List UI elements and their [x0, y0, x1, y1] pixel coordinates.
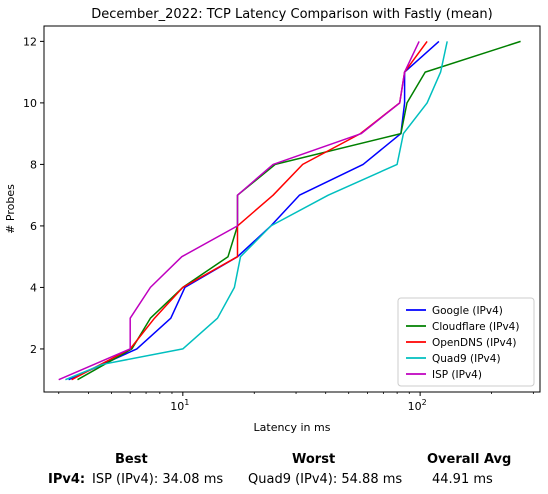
series-line-2 — [71, 40, 428, 381]
axis-layer: 2 4 6 8 10 12 101 102 — [23, 35, 534, 413]
legend-label: Cloudflare (IPv4) — [432, 321, 519, 333]
legend: Google (IPv4) Cloudflare (IPv4) OpenDNS (I… — [397, 297, 535, 387]
y-tick-label: 6 — [30, 220, 37, 233]
x-axis-label: Latency in ms — [254, 421, 331, 434]
y-tick-label: 10 — [23, 97, 37, 110]
x-tick-label: 101 — [170, 398, 189, 413]
overall-avg-value: 44.91 ms — [432, 472, 493, 487]
overall-avg-header: Overall Avg — [427, 452, 512, 467]
series-layer — [58, 40, 521, 381]
plot-frame — [43, 25, 541, 393]
series-line-4 — [58, 41, 420, 381]
y-tick-label: 4 — [30, 281, 37, 294]
y-tick-label: 2 — [30, 343, 37, 356]
best-value: ISP (IPv4): 34.08 ms — [92, 472, 224, 487]
latency-chart: December_2022: TCP Latency Comparison wi… — [4, 7, 541, 434]
best-header: Best — [115, 452, 148, 467]
worst-value: Quad9 (IPv4): 54.88 ms — [248, 472, 403, 487]
x-tick-label: 102 — [408, 398, 427, 413]
y-tick-label: 8 — [30, 158, 37, 171]
y-axis-label: # Probes — [4, 184, 17, 234]
legend-box — [397, 297, 535, 387]
legend-label: Google (IPv4) — [432, 305, 503, 317]
legend-label: Quad9 (IPv4) — [432, 353, 501, 365]
worst-header: Worst — [292, 452, 336, 467]
series-line-3 — [65, 41, 448, 381]
legend-label: ISP (IPv4) — [432, 369, 482, 381]
series-line-0 — [68, 40, 440, 381]
chart-title: December_2022: TCP Latency Comparison wi… — [91, 7, 493, 22]
ipv4-row-label: IPv4: — [48, 472, 86, 487]
legend-label: OpenDNS (IPv4) — [432, 337, 517, 349]
y-tick-label: 12 — [23, 35, 37, 48]
